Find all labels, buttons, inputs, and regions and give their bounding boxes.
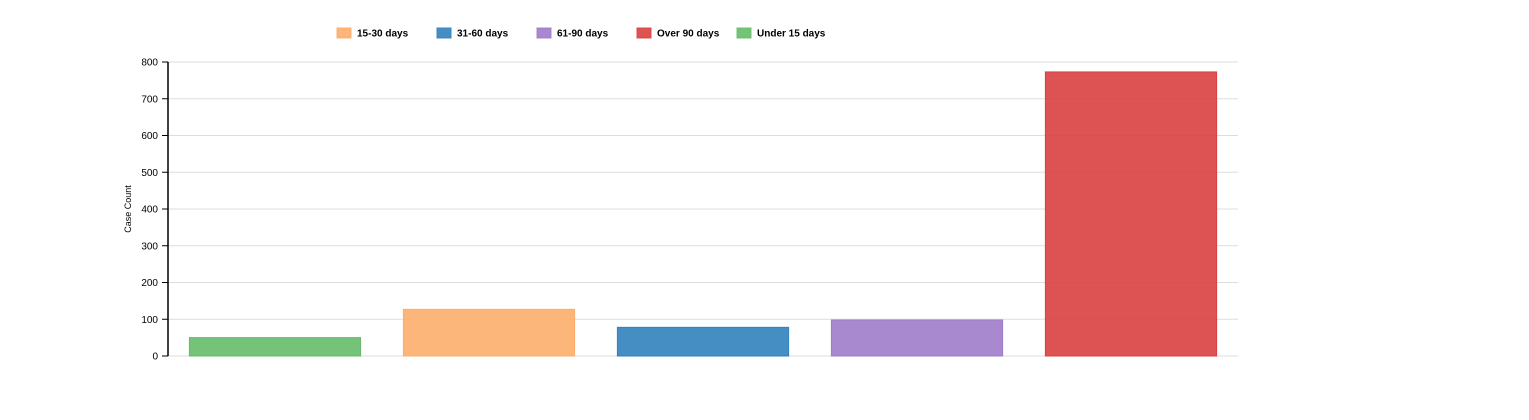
bar-31-60-days[interactable] [616, 326, 790, 357]
legend-swatch-0 [336, 27, 352, 39]
legend-label-1: 31-60 days [457, 29, 509, 40]
y-tick-label-600: 600 [141, 131, 158, 142]
legend-swatch-4 [736, 27, 752, 39]
y-tick-label-800: 800 [141, 58, 158, 69]
bar-61-90-days[interactable] [830, 319, 1004, 357]
y-tick-label-200: 200 [141, 278, 158, 289]
gridlines [168, 61, 1238, 357]
y-tick-label-100: 100 [141, 315, 158, 326]
legend-label-4: Under 15 days [757, 29, 826, 40]
y-tick-label-500: 500 [141, 168, 158, 179]
y-tick-label-400: 400 [141, 205, 158, 216]
legend-swatch-3 [636, 27, 652, 39]
y-axis: 0 100 200 300 400 500 600 700 800 [141, 58, 169, 363]
y-tick-label-700: 700 [141, 94, 158, 105]
y-tick-label-0: 0 [152, 352, 158, 363]
bars [188, 71, 1218, 357]
legend-swatch-1 [436, 27, 452, 39]
legend-label-2: 61-90 days [557, 29, 609, 40]
bar-over-90-days[interactable] [1044, 71, 1218, 357]
bar-under-15-days[interactable] [188, 337, 362, 357]
legend-swatch-2 [536, 27, 552, 39]
legend-label-3: Over 90 days [657, 29, 720, 40]
legend: 15-30 days 31-60 days 61-90 days Over 90 da… [336, 27, 826, 40]
y-axis-title: Case Count [123, 185, 133, 233]
legend-label-0: 15-30 days [357, 29, 409, 40]
y-tick-label-300: 300 [141, 241, 158, 252]
bar-15-30-days[interactable] [402, 308, 576, 357]
